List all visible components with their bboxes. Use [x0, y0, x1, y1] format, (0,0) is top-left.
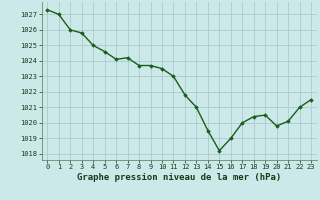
- X-axis label: Graphe pression niveau de la mer (hPa): Graphe pression niveau de la mer (hPa): [77, 173, 281, 182]
